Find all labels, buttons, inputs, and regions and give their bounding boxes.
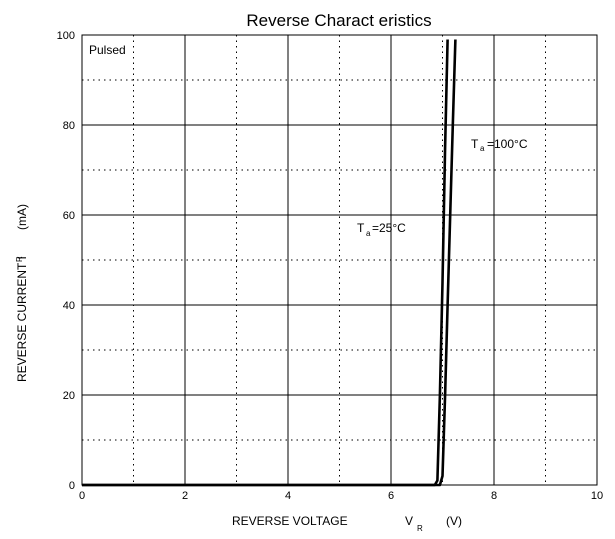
y-tick-label: 60	[63, 210, 75, 222]
series-group	[82, 39, 457, 487]
annotation-ta-100-t: T	[471, 137, 479, 151]
annotation-ta-100-sub: a	[480, 144, 485, 153]
y-tick-label: 20	[63, 390, 75, 402]
annotation-ta-25: T a =25°C	[357, 221, 406, 238]
y-tick-label: 0	[69, 480, 75, 492]
y-axis-label-unit: (mA)	[15, 204, 29, 230]
x-tick-label: 4	[285, 490, 291, 502]
plot-frame	[81, 34, 598, 486]
y-tick-label: 80	[63, 120, 75, 132]
y-axis-label: REVERSE CURRENT I R (mA)	[15, 204, 29, 382]
y-tick-label: 100	[57, 30, 75, 42]
x-axis-label-symbol: V	[405, 514, 413, 528]
x-tick-label: 6	[388, 490, 394, 502]
annotation-ta-100-rest: =100°C	[487, 137, 528, 151]
annotation-ta-100: T a =100°C	[471, 137, 528, 153]
x-axis-label-unit: (V)	[446, 514, 462, 528]
grid	[82, 35, 597, 485]
y-axis-label-text: REVERSE CURRENT I	[15, 256, 29, 382]
annotation-ta-25-t: T	[357, 221, 365, 235]
x-tick-label: 8	[491, 490, 497, 502]
y-axis-label-subscript: R	[15, 256, 24, 262]
x-tick-label: 2	[182, 490, 188, 502]
annotation-ta-25-sub: a	[366, 229, 371, 238]
series-line-ta-25	[82, 39, 449, 487]
x-tick-label: 10	[591, 490, 603, 502]
x-axis-label-text: REVERSE VOLTAGE	[232, 514, 348, 528]
pulsed-label: Pulsed	[89, 43, 126, 57]
y-tick-label: 40	[63, 300, 75, 312]
annotation-ta-25-rest: =25°C	[372, 221, 406, 235]
x-axis-label-subscript: R	[417, 524, 423, 533]
chart-title: Reverse Charact eristics	[246, 11, 431, 30]
series-line-ta-100	[82, 39, 457, 487]
x-tick-label: 0	[79, 490, 85, 502]
x-axis-label: REVERSE VOLTAGE V R (V)	[232, 514, 462, 533]
